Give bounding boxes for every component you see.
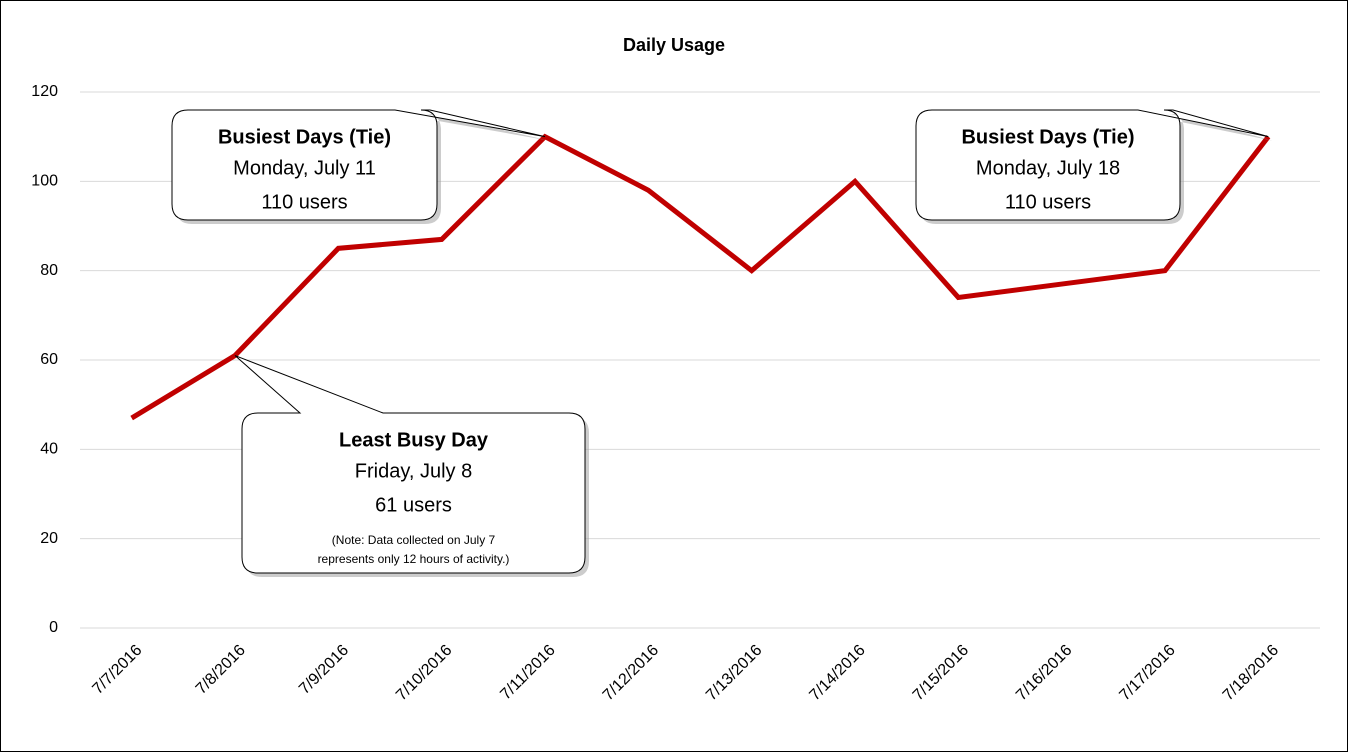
callout: Busiest Days (Tie) Monday, July 18 110 use… <box>915 109 1273 224</box>
callout-note: represents only 12 hours of activity.) <box>318 552 510 566</box>
y-tick-label: 100 <box>31 173 58 190</box>
y-tick-label: 0 <box>49 619 58 636</box>
y-tick-label: 80 <box>40 262 58 279</box>
callout-title: Busiest Days (Tie) <box>218 126 391 148</box>
callout-text: 110 users <box>1005 191 1091 213</box>
y-tick-label: 40 <box>40 441 58 458</box>
callout-text: Friday, July 8 <box>355 460 472 482</box>
callout-title: Least Busy Day <box>339 429 489 451</box>
y-tick-label: 60 <box>40 351 58 368</box>
callout-box <box>171 109 546 221</box>
callout-text: 61 users <box>375 494 452 516</box>
callout: Busiest Days (Tie) Monday, July 11 110 use… <box>171 109 549 224</box>
callout-box <box>915 109 1269 221</box>
chart-title: Daily Usage <box>623 35 725 55</box>
y-tick-label: 20 <box>40 530 58 547</box>
callout: Least Busy Day Friday, July 8 61 users (Not… <box>234 355 589 577</box>
callout-note: (Note: Data collected on July 7 <box>332 533 496 547</box>
callout-text: 110 users <box>261 191 347 213</box>
y-tick-label: 120 <box>31 83 58 100</box>
callout-title: Busiest Days (Tie) <box>961 126 1134 148</box>
callout-text: Monday, July 18 <box>976 157 1120 179</box>
callout-text: Monday, July 11 <box>233 157 376 179</box>
data-line <box>130 133 1271 421</box>
callout-box <box>234 355 586 574</box>
